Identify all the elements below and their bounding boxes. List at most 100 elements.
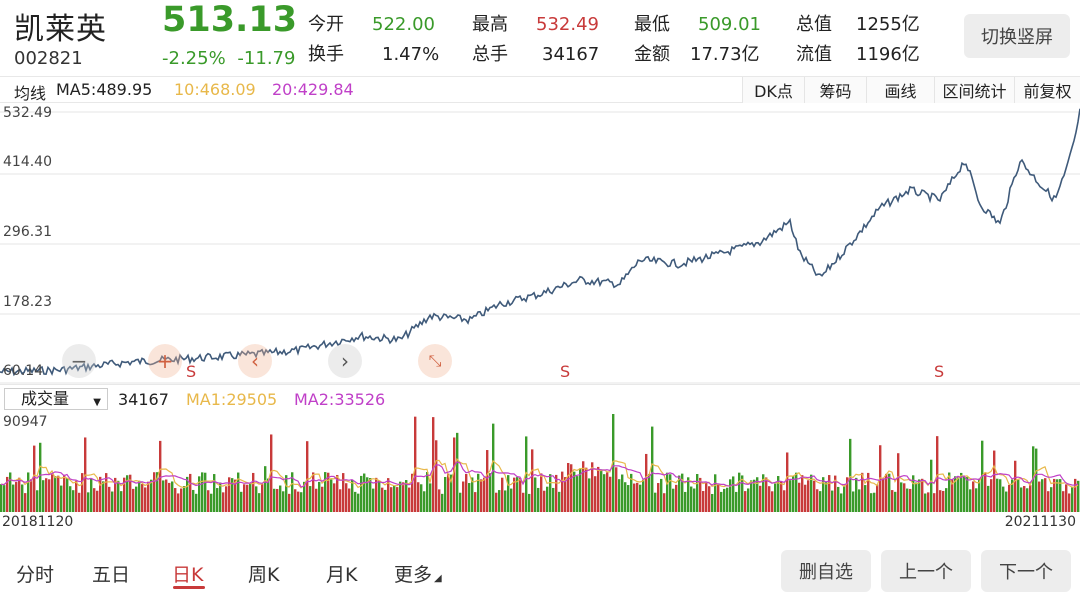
draw-line-button[interactable]: 画线 xyxy=(866,77,934,103)
volume-bar-mark xyxy=(15,482,18,512)
volume-bar-mark xyxy=(354,491,357,512)
volume-bar-mark xyxy=(414,416,417,512)
volume-bar-mark xyxy=(861,472,864,512)
volume-bar-mark xyxy=(555,474,558,512)
volume-bar-mark xyxy=(123,477,126,512)
chips-button[interactable]: 筹码 xyxy=(804,77,866,103)
scroll-left-icon[interactable]: ‹ xyxy=(238,344,272,378)
stock-code: 002821 xyxy=(14,48,83,69)
volume-bar-mark xyxy=(996,478,999,512)
previous-stock-button[interactable]: 上一个 xyxy=(881,550,971,592)
volume-bar-mark xyxy=(573,471,576,512)
zoom-out-icon[interactable]: − xyxy=(62,344,96,378)
forward-adjust-button[interactable]: 前复权 xyxy=(1014,77,1080,103)
volume-bar-mark xyxy=(369,478,372,512)
volume-bar-mark xyxy=(876,484,879,512)
volume-bar-mark xyxy=(1077,480,1080,512)
volume-bar-mark xyxy=(960,472,963,512)
volume-bar-mark xyxy=(891,490,894,512)
volume-bar-mark xyxy=(231,478,234,512)
volume-bar-mark xyxy=(846,477,849,512)
remove-watchlist-button[interactable]: 删自选 xyxy=(781,550,871,592)
volume-bar-mark xyxy=(465,473,468,512)
volume-bar-mark xyxy=(894,491,897,512)
volume-bar-mark xyxy=(774,483,777,512)
volume-bar-mark xyxy=(255,486,258,512)
zoom-in-icon[interactable]: + xyxy=(148,344,182,378)
ma10-value: 10:468.09 xyxy=(174,80,256,99)
switch-portrait-button[interactable]: 切换竖屏 xyxy=(964,14,1070,58)
volume-current: 34167 xyxy=(118,390,169,409)
volume-bar-mark xyxy=(1014,460,1017,512)
volume-bar-mark xyxy=(129,474,132,512)
volume-bar-mark xyxy=(60,485,63,512)
volume-bar-mark xyxy=(147,481,150,512)
volume-bar-mark xyxy=(357,493,360,512)
volume-bar-mark xyxy=(1050,487,1053,512)
y-label-2: 414.40 xyxy=(3,154,52,170)
volume-bar-mark xyxy=(186,476,189,512)
volume-bar-mark xyxy=(594,476,597,512)
volume-bar-mark xyxy=(117,480,120,512)
volume-bar-mark xyxy=(81,473,84,512)
volume-bar-mark xyxy=(882,477,885,512)
tab-daily-k[interactable]: 日K xyxy=(172,564,204,586)
volume-bar-mark xyxy=(156,472,159,512)
volume-chart[interactable] xyxy=(0,412,1080,514)
volume-bar-mark xyxy=(444,476,447,512)
price-chart[interactable] xyxy=(0,104,1080,384)
volume-bar-mark xyxy=(309,486,312,512)
volume-bar-mark xyxy=(984,473,987,512)
volume-bar-mark xyxy=(729,479,732,512)
volume-bar-mark xyxy=(87,492,90,512)
y-label-max: 532.49 xyxy=(3,105,52,121)
volume-bar-mark xyxy=(432,417,435,512)
volume-bar-mark xyxy=(612,414,615,512)
volume-bar-mark xyxy=(735,491,738,512)
tab-weekly-k[interactable]: 周K xyxy=(248,564,280,586)
collapse-icon[interactable]: ⤡ xyxy=(418,344,452,378)
volume-bar-mark xyxy=(663,493,666,512)
volume-bar-mark xyxy=(531,449,534,512)
volume-bar-mark xyxy=(549,474,552,512)
volume-bar-mark xyxy=(333,483,336,512)
volume-bar-mark xyxy=(993,450,996,512)
volume-bar-mark xyxy=(273,488,276,512)
volume-bar-mark xyxy=(39,442,42,512)
volume-bar-mark xyxy=(9,472,12,512)
volume-bar-mark xyxy=(78,492,81,512)
volume-bar-mark xyxy=(264,466,267,512)
volume-bar-mark xyxy=(363,473,366,512)
tab-intraday[interactable]: 分时 xyxy=(16,564,55,586)
volume-bar-mark xyxy=(621,474,624,512)
scroll-right-icon[interactable]: › xyxy=(328,344,362,378)
volume-bar-mark xyxy=(672,488,675,512)
y-label-min: 60.14 xyxy=(3,363,44,379)
volume-bar-mark xyxy=(567,462,570,512)
volume-bar-mark xyxy=(174,488,177,512)
volume-bar-mark xyxy=(837,486,840,512)
volume-bar-mark xyxy=(348,488,351,512)
range-stats-button[interactable]: 区间统计 xyxy=(934,77,1014,103)
volume-bar-mark xyxy=(624,482,627,512)
volume-bar-mark xyxy=(969,489,972,512)
volume-bar-mark xyxy=(159,440,162,512)
volume-bar-mark xyxy=(297,491,300,512)
volume-bar-mark xyxy=(225,486,228,512)
volume-bar-mark xyxy=(162,480,165,512)
volume-bar-mark xyxy=(804,484,807,512)
next-stock-button[interactable]: 下一个 xyxy=(981,550,1071,592)
volume-bar-mark xyxy=(765,477,768,512)
volume-bar-mark xyxy=(516,477,519,512)
tab-five-day[interactable]: 五日 xyxy=(92,564,131,586)
volume-bar-mark xyxy=(942,490,945,512)
indicator-select[interactable]: 成交量 ▼ xyxy=(4,388,108,410)
tab-monthly-k[interactable]: 月K xyxy=(326,564,358,586)
dk-point-button[interactable]: DK点 xyxy=(742,77,804,103)
volume-bar-mark xyxy=(243,484,246,512)
tab-more[interactable]: 更多 ◢ xyxy=(394,560,442,587)
volume-bar-mark xyxy=(366,477,369,512)
volume-bar-mark xyxy=(759,485,762,512)
indicator-select-label: 成交量 xyxy=(21,389,70,408)
volume-bar-mark xyxy=(597,466,600,512)
